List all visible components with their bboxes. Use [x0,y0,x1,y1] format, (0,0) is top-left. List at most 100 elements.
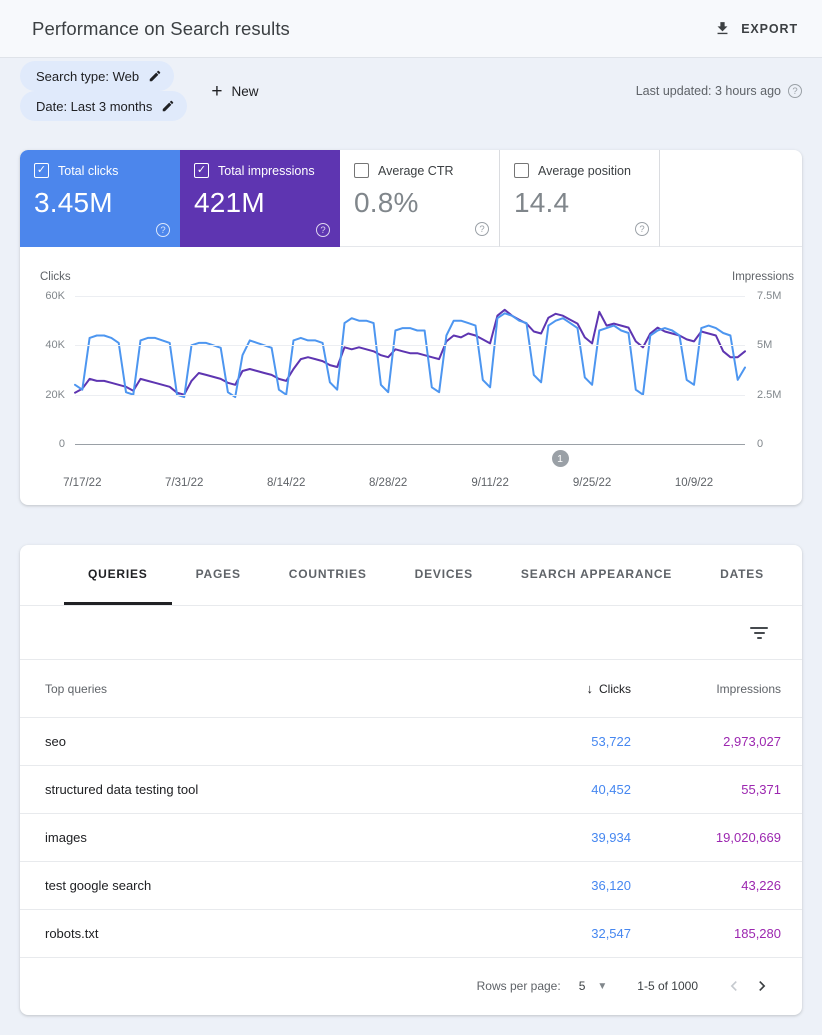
tab-devices[interactable]: DEVICES [414,566,473,581]
left-axis-tick: 40K [45,339,65,352]
rows-per-page-select[interactable]: 5 ▼ [579,979,608,993]
help-icon[interactable]: ? [156,223,170,237]
checkbox-checked-icon[interactable]: ✓ [194,163,209,178]
new-filter-button[interactable]: + New [211,82,258,101]
tab-countries[interactable]: COUNTRIES [288,566,367,581]
tab-pages[interactable]: PAGES [195,566,241,581]
query-cell: test google search [45,878,152,893]
help-icon[interactable]: ? [788,84,802,98]
table-header-row: Top queries ↓ Clicks Impressions [20,660,802,718]
left-axis-title: Clicks [40,271,71,283]
filter-chip-date[interactable]: Date: Last 3 months [20,91,188,121]
table-row[interactable]: robots.txt 32,547 185,280 [20,910,802,958]
tab-queries[interactable]: QUERIES [64,545,172,605]
x-axis-tick: 9/11/22 [471,477,509,489]
x-axis-tick: 7/17/22 [63,477,102,489]
tab-search-appearance[interactable]: SEARCH APPEARANCE [520,566,673,581]
timeseries-chart [74,308,746,399]
metric-card-top: ✓ Total clicks [34,163,166,178]
chevron-right-icon [759,981,766,991]
clicks-line [74,312,746,399]
query-cell: structured data testing tool [45,782,199,797]
rows-per-page-value: 5 [578,979,586,993]
previous-page-button[interactable] [720,972,748,1000]
sort-desc-icon: ↓ [586,681,594,696]
clicks-cell: 39,934 [591,830,631,845]
impressions-cell: 43,226 [741,878,781,893]
metric-value: 0.8% [354,187,419,218]
table-row[interactable]: structured data testing tool 40,452 55,371 [20,766,802,814]
impressions-cell: 19,020,669 [715,830,781,845]
page-title: Performance on Search results [32,17,290,39]
metric-card-average-position[interactable]: Average position 14.4? [500,150,660,247]
filter-icon[interactable] [746,623,772,643]
right-axis-tick: 0 [757,438,764,450]
column-header-queries[interactable]: Top queries [45,681,108,696]
edit-pencil-icon [149,70,161,82]
query-cell: seo [45,734,66,749]
query-cell: images [45,830,87,845]
last-updated-text: Last updated: 3 hours ago [635,84,781,98]
dimensions-table-card: QUERIES PAGES COUNTRIES DEVICES SEARCH APPEA… [20,545,802,1015]
metric-label: Average CTR [378,163,454,178]
metric-card-top: ✓ Total impressions [194,163,326,178]
metric-card-total-impressions[interactable]: ✓ Total impressions 421M? [180,150,340,247]
performance-chart-card: ✓ Total clicks 3.45M? ✓ Total impressions 421… [20,150,802,505]
table-row[interactable]: images 39,934 19,020,669 [20,814,802,862]
next-page-button[interactable] [748,972,776,1000]
metric-cards: ✓ Total clicks 3.45M? ✓ Total impressions 421… [20,150,802,247]
table-row[interactable]: test google search 36,120 43,226 [20,862,802,910]
pagination-bar: Rows per page: 5 ▼ 1-5 of 1000 [20,958,802,1014]
checkbox-unchecked-icon[interactable] [514,163,529,178]
checkbox-checked-icon[interactable]: ✓ [34,163,49,178]
table-row[interactable]: seo 53,722 2,973,027 [20,718,802,766]
left-axis-tick: 60K [45,290,65,302]
metric-label: Average position [538,163,631,178]
x-axis-tick: 10/9/22 [674,477,714,489]
export-button[interactable]: EXPORT [714,20,798,37]
tab-dates[interactable]: DATES [720,566,764,581]
metric-card-average-ctr[interactable]: Average CTR 0.8%? [340,150,500,247]
impressions-cell: 55,371 [741,782,781,797]
column-header-impressions[interactable]: Impressions [716,681,781,696]
query-cell: robots.txt [45,926,99,941]
metric-label: Total clicks [58,163,119,178]
chart-gridline [75,394,745,396]
chart-gridline [75,296,745,297]
metric-card-total-clicks[interactable]: ✓ Total clicks 3.45M? [20,150,180,247]
clicks-cell: 32,547 [591,926,631,941]
dimension-tabs: QUERIES PAGES COUNTRIES DEVICES SEARCH APPEA… [20,545,802,606]
x-axis-tick: 8/28/22 [368,477,408,489]
metric-card-top: Average position [514,163,645,178]
help-icon[interactable]: ? [475,222,489,236]
column-header-clicks[interactable]: ↓ Clicks [471,681,632,696]
right-axis-title: Impressions [732,271,794,283]
edit-pencil-icon [163,100,174,112]
chart-annotation-marker[interactable]: 1 [551,450,569,467]
plus-icon: + [211,80,223,102]
x-axis-tick: 9/25/22 [572,477,612,489]
checkbox-unchecked-icon[interactable] [354,163,369,178]
table-toolbar [20,606,802,660]
download-icon [717,22,728,35]
right-axis-tick: 2.5M [757,388,782,401]
dropdown-caret-icon: ▼ [597,980,608,992]
filter-bar: Search type: Web Date: Last 3 months + Ne… [0,58,822,121]
clicks-header-label: Clicks [599,682,631,696]
clicks-cell: 36,120 [591,878,631,893]
help-icon[interactable]: ? [316,223,330,237]
export-label: EXPORT [741,21,798,36]
new-filter-label: New [231,83,259,99]
metric-value: 421M [194,187,265,218]
metric-value: 3.45M [34,187,113,218]
filter-chip-search-type[interactable]: Search type: Web [20,61,175,91]
chart-gridline [75,345,745,347]
impressions-cell: 2,973,027 [723,734,781,749]
table-body: seo 53,722 2,973,027 structured data testin… [20,718,802,958]
help-icon[interactable]: ? [635,222,649,236]
clicks-cell: 40,452 [591,782,631,797]
impressions-line [74,308,746,396]
metric-card-top: Average CTR [354,163,485,178]
pagination-range: 1-5 of 1000 [637,979,698,993]
chart-zero-axis [75,444,745,445]
